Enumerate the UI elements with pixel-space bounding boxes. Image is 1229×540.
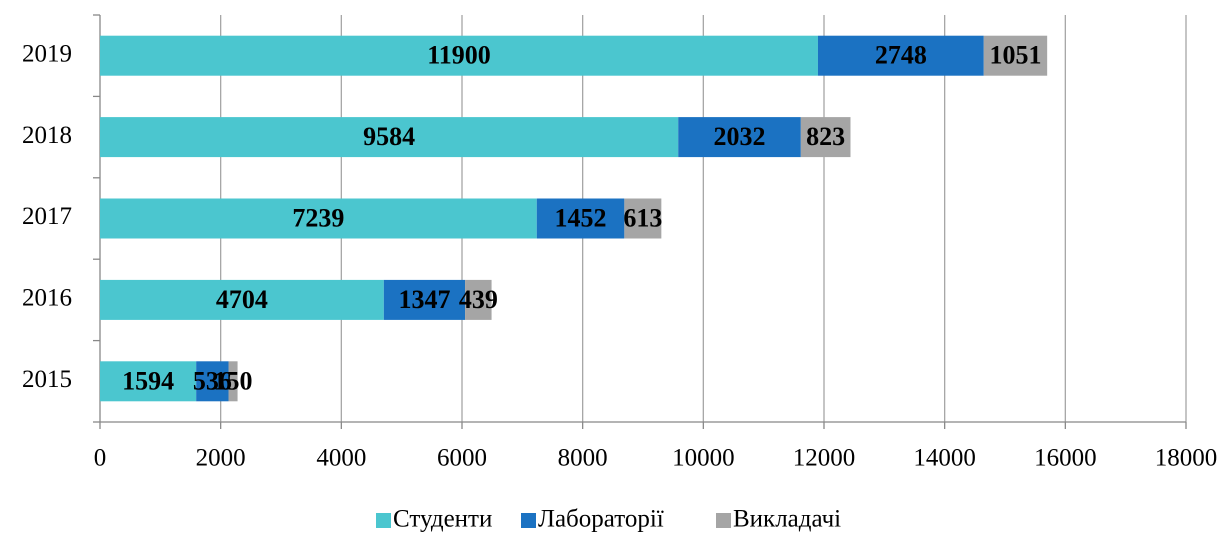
x-tick-label: 14000 bbox=[913, 445, 976, 472]
data-label: 11900 bbox=[427, 41, 491, 70]
bar-segment bbox=[817, 35, 984, 76]
bar-segment bbox=[465, 279, 492, 320]
legend-swatch bbox=[716, 513, 731, 528]
data-label: 2032 bbox=[714, 122, 766, 151]
bar-segment bbox=[800, 117, 851, 158]
bar-segment bbox=[100, 279, 384, 320]
x-tick-label: 16000 bbox=[1034, 445, 1097, 472]
legend-label: Лабораторії bbox=[538, 506, 664, 533]
bar-segment bbox=[196, 361, 229, 402]
bar-segment bbox=[100, 198, 537, 239]
data-label: 536 bbox=[193, 366, 232, 395]
x-tick-label: 8000 bbox=[558, 445, 608, 472]
y-tick-label: 2017 bbox=[22, 203, 72, 230]
data-label: 9584 bbox=[363, 122, 415, 151]
y-tick-label: 2019 bbox=[22, 40, 72, 67]
x-tick-label: 4000 bbox=[316, 445, 366, 472]
y-tick-label: 2016 bbox=[22, 285, 72, 312]
bar-segment bbox=[678, 117, 801, 158]
x-tick-label: 12000 bbox=[793, 445, 856, 472]
x-tick-label: 0 bbox=[94, 445, 107, 472]
bar-segment bbox=[100, 361, 197, 402]
data-label: 439 bbox=[459, 285, 498, 314]
data-label: 4704 bbox=[216, 285, 268, 314]
data-label: 7239 bbox=[292, 203, 344, 232]
bar-segment bbox=[228, 361, 238, 402]
data-label: 1347 bbox=[398, 285, 450, 314]
legend-swatch bbox=[376, 513, 391, 528]
data-label: 613 bbox=[623, 203, 662, 232]
data-label: 1051 bbox=[989, 41, 1041, 70]
data-label: 150 bbox=[214, 366, 253, 395]
legend-label: Викладачі bbox=[733, 506, 841, 533]
data-label: 1594 bbox=[122, 366, 174, 395]
x-tick-label: 10000 bbox=[672, 445, 735, 472]
data-label: 823 bbox=[806, 122, 845, 151]
bar-segment bbox=[383, 279, 466, 320]
x-tick-label: 6000 bbox=[437, 445, 487, 472]
bar-segment bbox=[536, 198, 625, 239]
legend-swatch bbox=[521, 513, 536, 528]
y-tick-label: 2015 bbox=[22, 366, 72, 393]
legend-label: Студенти bbox=[393, 506, 492, 533]
data-label: 2748 bbox=[875, 41, 927, 70]
x-tick-label: 2000 bbox=[196, 445, 246, 472]
x-tick-label: 18000 bbox=[1155, 445, 1218, 472]
y-tick-label: 2018 bbox=[22, 122, 72, 149]
bar-segment bbox=[100, 117, 679, 158]
bar-segment bbox=[100, 35, 818, 76]
bar-segment bbox=[624, 198, 662, 239]
bar-segment bbox=[983, 35, 1048, 76]
data-label: 1452 bbox=[555, 203, 607, 232]
